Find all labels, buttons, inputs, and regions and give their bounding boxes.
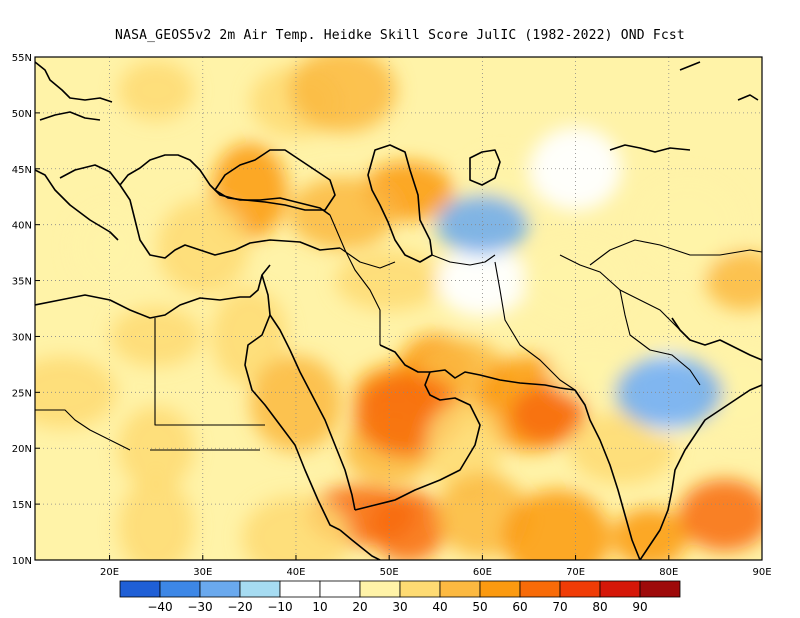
colorbar-box: [279, 580, 321, 598]
colorbar-box: [399, 580, 441, 598]
coast-balkans: [119, 154, 331, 216]
skill-region: [288, 177, 397, 250]
lon-label: 70E: [566, 567, 585, 578]
colorbar: −40 −30 −20 −10 10 20 30 40 50 60 70 80 90: [119, 580, 681, 614]
lon-label: 80E: [659, 567, 678, 578]
colorbar-label: 10: [312, 600, 327, 614]
skill-region: [697, 344, 762, 441]
coast-red-sea-east: [269, 314, 356, 511]
skill-region: [335, 250, 444, 311]
colorbar-box: [199, 580, 241, 598]
colorbar-box: [599, 580, 641, 598]
colorbar-label: −40: [147, 600, 172, 614]
skill-region: [288, 57, 397, 133]
skill-region: [502, 489, 611, 560]
lon-label: 50E: [380, 567, 399, 578]
colorbar-label: 60: [512, 600, 527, 614]
colorbar-box: [319, 580, 361, 598]
skill-region: [118, 478, 195, 560]
coast-black-sea: [214, 149, 336, 211]
colorbar-label: 50: [472, 600, 487, 614]
coast-levant-red-sea: [244, 274, 341, 531]
map-frame: [34, 56, 763, 561]
colorbar-label: 90: [632, 600, 647, 614]
map-title: NASA_GEOS5v2 2m Air Temp. Heidke Skill S…: [115, 28, 685, 43]
coast-persian-gulf: [379, 344, 576, 391]
lat-label: 35N: [12, 277, 32, 288]
lat-label: 40N: [12, 221, 32, 232]
skill-region: [678, 479, 762, 552]
skill-region: [249, 355, 342, 452]
lat-label: 50N: [12, 109, 32, 120]
lon-label: 20E: [100, 567, 119, 578]
coast-aral-sea: [469, 149, 501, 186]
lat-label: 55N: [12, 53, 32, 64]
lon-label: 30E: [193, 567, 212, 578]
colorbar-box: [639, 580, 681, 598]
skill-region: [118, 60, 195, 121]
skill-region: [436, 244, 529, 317]
coast-caspian-sea: [367, 144, 433, 263]
colorbar-label: 40: [432, 600, 447, 614]
colorbar-box: [519, 580, 561, 598]
coast-bay-of-bengal: [671, 317, 762, 361]
coast-baltic: [35, 61, 113, 121]
lat-label: 20N: [12, 444, 32, 455]
colorbar-box: [559, 580, 601, 598]
lat-label: 10N: [12, 556, 32, 567]
colorbar-box: [159, 580, 201, 598]
skill-region: [369, 490, 446, 560]
lat-label: 30N: [12, 332, 32, 343]
colorbar-box: [439, 580, 481, 598]
colorbar-label: −10: [267, 600, 292, 614]
coast-arctic-fragments: [609, 61, 759, 153]
colorbar-label: 20: [352, 600, 367, 614]
colorbar-box: [119, 580, 161, 598]
colorbar-label: −30: [187, 600, 212, 614]
lat-label: 45N: [12, 165, 32, 176]
colorbar-box: [239, 580, 281, 598]
skill-field: [35, 57, 762, 560]
skill-region: [509, 384, 586, 445]
coast-north-africa: [35, 264, 271, 319]
skill-region: [156, 199, 249, 296]
colorbar-label: −20: [227, 600, 252, 614]
skill-region: [211, 288, 288, 385]
skill-region: [436, 194, 529, 255]
colorbar-label: 80: [592, 600, 607, 614]
skill-region: [71, 205, 148, 290]
colorbar-label: 30: [392, 600, 407, 614]
country-borders: [35, 214, 762, 451]
lon-label: 40E: [286, 567, 305, 578]
skill-blobs: [35, 57, 762, 560]
lat-label: 15N: [12, 500, 32, 511]
skill-region: [705, 250, 762, 311]
colorbar-label: 70: [552, 600, 567, 614]
coast-europe: [35, 164, 341, 259]
lon-label: 90E: [752, 567, 771, 578]
skill-region: [118, 406, 195, 491]
lon-label: 60E: [473, 567, 492, 578]
coast-gulf-aden: [354, 371, 481, 511]
latitude-labels: 55N 50N 45N 40N 35N 30N 25N 20N 15N 10N: [12, 53, 40, 567]
colorbar-box: [479, 580, 521, 598]
longitude-labels: 20E 30E 40E 50E 60E 70E 80E 90E: [100, 555, 772, 578]
skill-region: [612, 507, 689, 560]
skill-region: [614, 356, 723, 429]
coastlines: [35, 61, 762, 560]
coast-horn-of-africa: [339, 529, 381, 560]
coast-india: [574, 384, 762, 560]
colorbar-box: [359, 580, 401, 598]
lat-label: 25N: [12, 388, 32, 399]
skill-region: [110, 306, 203, 367]
